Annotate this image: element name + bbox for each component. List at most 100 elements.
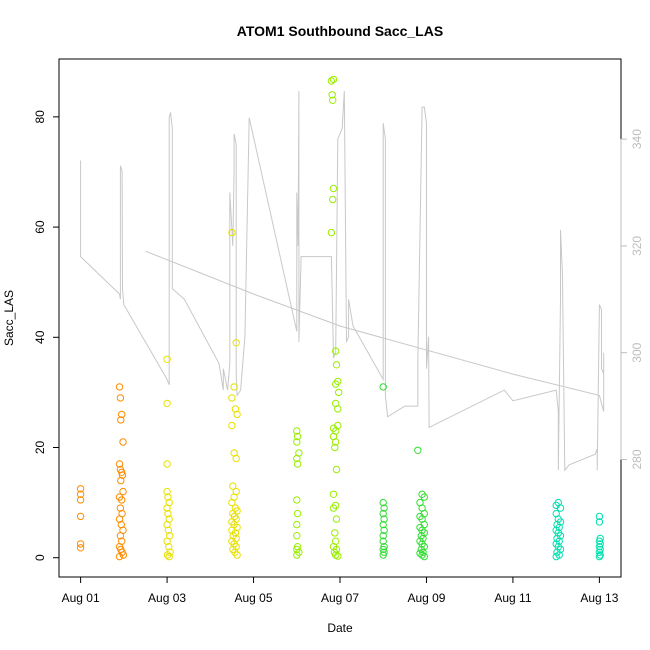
data-point <box>379 537 387 545</box>
data-point <box>119 551 128 559</box>
chart-title: ATOM1 Southbound Sacc_LAS <box>237 23 443 39</box>
data-point <box>164 509 172 518</box>
data-point <box>232 454 240 463</box>
data-point <box>118 496 126 504</box>
data-point <box>556 504 565 512</box>
data-point <box>380 515 388 523</box>
x-tick-label: Aug 03 <box>148 591 186 605</box>
data-point <box>230 383 238 391</box>
data-point <box>228 394 236 402</box>
data-point <box>116 394 125 402</box>
data-point <box>233 551 241 559</box>
data-point <box>332 347 340 355</box>
data-point <box>115 383 124 391</box>
y2-tick-label: 280 <box>630 449 644 469</box>
y2-tick-label: 340 <box>630 129 644 149</box>
data-point <box>380 504 388 512</box>
y-tick-label: 20 <box>33 441 47 455</box>
data-point <box>115 460 124 468</box>
y2-axis: 280 300 320 340 <box>620 129 644 470</box>
data-point <box>552 552 560 561</box>
data-point <box>163 355 171 363</box>
data-point <box>328 91 336 99</box>
data-point <box>293 509 302 518</box>
data-point <box>332 380 340 388</box>
data-point <box>164 526 173 534</box>
data-point <box>332 361 341 369</box>
data-point <box>165 543 173 551</box>
data-point <box>379 383 387 391</box>
data-point <box>293 532 301 540</box>
y-tick-label: 0 <box>33 554 47 561</box>
data-point <box>228 421 236 430</box>
data-point <box>163 520 171 529</box>
data-point <box>380 526 388 534</box>
secondary-series-line <box>80 90 605 472</box>
data-point <box>379 509 387 518</box>
data-point <box>119 438 127 446</box>
data-point <box>420 552 428 561</box>
data-point <box>229 482 237 490</box>
x-axis-label: Date <box>327 621 353 635</box>
data-point <box>334 421 342 430</box>
data-point <box>228 498 236 507</box>
data-point <box>117 476 125 485</box>
data-point <box>76 544 85 552</box>
data-point <box>163 399 171 408</box>
data-point <box>76 496 85 504</box>
data-point <box>293 427 301 435</box>
scatter-points-layer <box>76 75 604 561</box>
data-point <box>332 515 341 523</box>
data-point <box>332 465 341 474</box>
data-point <box>76 512 85 521</box>
data-point <box>329 195 337 204</box>
data-point <box>163 487 171 496</box>
data-point <box>329 504 338 512</box>
data-point <box>418 551 426 559</box>
x-tick-label: Aug 11 <box>494 591 531 605</box>
data-point <box>327 228 336 237</box>
data-point <box>595 552 604 561</box>
data-point <box>293 432 302 441</box>
data-point <box>293 460 302 468</box>
y-axis-label: Sacc_LAS <box>2 290 16 346</box>
data-point <box>293 438 301 446</box>
x-tick-label: Aug 01 <box>62 591 100 605</box>
data-point <box>163 460 171 468</box>
data-point <box>595 518 604 526</box>
data-point <box>379 520 387 529</box>
data-point <box>335 388 343 397</box>
data-point <box>165 552 173 561</box>
data-point <box>118 410 126 419</box>
y-axis: 0 20 40 60 80 <box>33 110 60 561</box>
plot-frame <box>58 58 622 578</box>
data-point <box>163 504 171 512</box>
data-point <box>379 551 387 559</box>
data-point <box>334 552 342 560</box>
data-point <box>233 410 241 419</box>
data-point <box>329 75 338 84</box>
y2-tick-label: 320 <box>630 236 644 256</box>
data-point <box>76 485 85 493</box>
data-point <box>331 529 339 537</box>
data-point <box>232 339 240 347</box>
data-point <box>293 454 301 463</box>
secondary-series-layer <box>80 90 605 472</box>
data-point <box>595 512 604 521</box>
y-tick-label: 40 <box>33 330 47 344</box>
data-point <box>163 551 172 559</box>
data-point <box>379 498 387 507</box>
x-tick-label: Aug 07 <box>321 591 359 605</box>
data-point <box>76 540 85 548</box>
y-tick-label: 80 <box>33 110 47 124</box>
data-point <box>420 493 428 501</box>
x-tick-label: Aug 05 <box>235 591 273 605</box>
x-axis: Aug 01 Aug 03 Aug 05 Aug 07 Aug 09 Aug 11 Aug … <box>62 576 619 605</box>
data-point <box>76 490 85 498</box>
data-point <box>293 551 301 559</box>
data-point <box>334 405 342 413</box>
data-point <box>293 520 301 529</box>
data-point <box>164 493 172 501</box>
